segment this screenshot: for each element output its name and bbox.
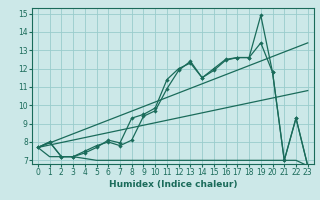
X-axis label: Humidex (Indice chaleur): Humidex (Indice chaleur) xyxy=(108,180,237,189)
